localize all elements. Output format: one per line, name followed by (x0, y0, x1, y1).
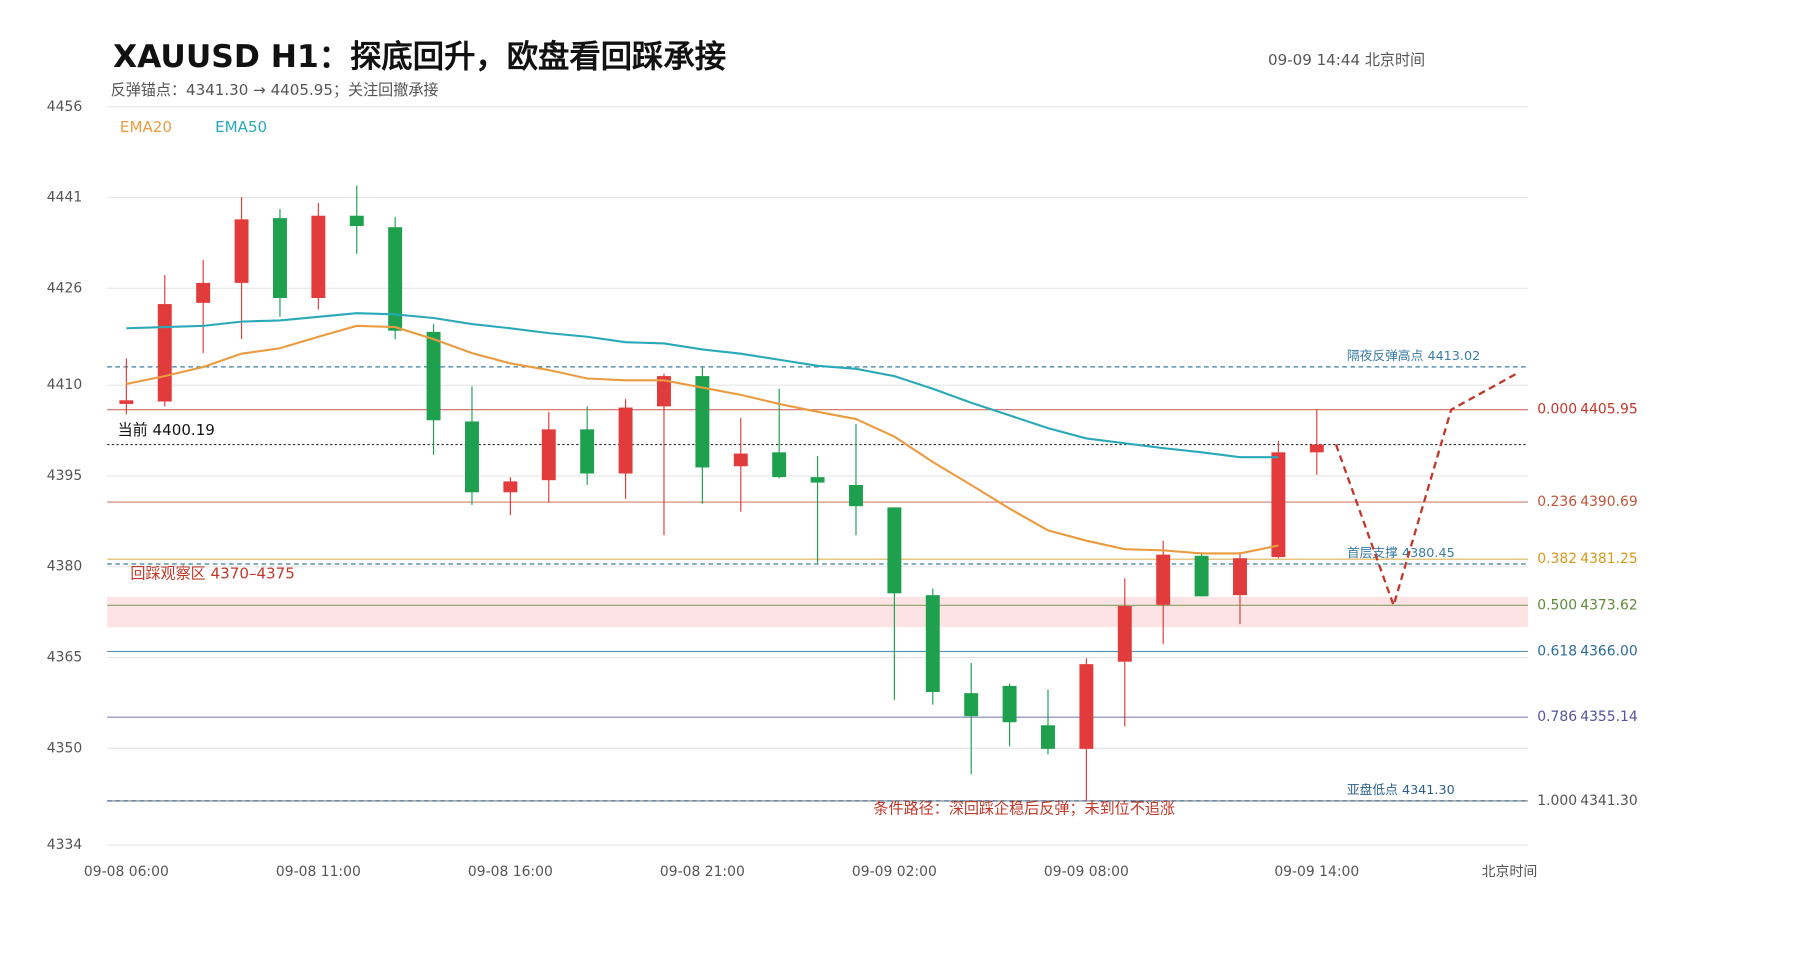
fib-value: 4366.00 (1580, 643, 1638, 659)
candle-body (119, 400, 134, 404)
legend-label: EMA20 (120, 118, 172, 136)
fib-ratio: 0.236 (1537, 494, 1577, 510)
candle-body (810, 477, 825, 483)
candle-body (618, 407, 633, 474)
candle-body (1002, 685, 1017, 723)
x-tick-label: 09-08 16:00 (468, 864, 553, 880)
x-tick-label: 09-09 08:00 (1044, 864, 1129, 880)
ema-line (126, 324, 1279, 555)
y-tick-label: 4380 (47, 559, 82, 575)
candle-body (349, 215, 364, 227)
timestamp: 09-09 14:44 北京时间 (1268, 51, 1425, 69)
fib-value: 4341.30 (1580, 793, 1638, 809)
candle-body (1309, 444, 1324, 453)
candle-body (1271, 452, 1286, 558)
annotation: 条件路径：深回踩企稳后反弹；未到位不追涨 (873, 800, 1175, 818)
y-tick-label: 4456 (47, 99, 82, 115)
candle-body (465, 421, 479, 493)
candle-body (541, 429, 556, 481)
y-tick-label: 4410 (47, 377, 82, 393)
y-tick-label: 4426 (47, 280, 82, 296)
candle-body (1117, 606, 1132, 662)
candle-body (1079, 664, 1094, 749)
fib-value: 4373.62 (1580, 597, 1638, 613)
fib-ratio: 0.618 (1537, 643, 1577, 659)
candle-body (311, 215, 326, 299)
x-axis-label: 北京时间 (1482, 864, 1538, 880)
projection-path (1334, 372, 1518, 610)
x-tick-label: 09-09 14:00 (1274, 864, 1359, 880)
candle-body (503, 481, 518, 493)
y-tick-label: 4334 (47, 837, 83, 853)
candle-body (1041, 725, 1055, 749)
fib-value: 4381.25 (1580, 551, 1638, 567)
legend-label: EMA50 (215, 118, 267, 136)
y-tick-label: 4350 (47, 740, 82, 756)
x-tick-label: 09-08 11:00 (276, 864, 361, 880)
candle-body (849, 485, 863, 507)
chart-subtitle: 反弹锚点：4341.30 → 4405.95；关注回撤承接 (111, 81, 439, 99)
fib-value: 4390.69 (1580, 494, 1638, 510)
candle-body (925, 595, 940, 692)
zone-label: 回踩观察区 4370–4375 (130, 564, 294, 582)
candle-body (157, 304, 172, 402)
x-tick-label: 09-08 21:00 (660, 864, 745, 880)
fib-ratio: 0.500 (1537, 597, 1577, 613)
y-tick-label: 4395 (47, 468, 82, 484)
candle-body (964, 693, 979, 717)
fib-ratio: 0.382 (1537, 551, 1577, 567)
y-tick-label: 4365 (47, 649, 82, 665)
candle-body (388, 227, 403, 331)
candle-body (196, 282, 211, 303)
level-label: 亚盘低点 4341.30 (1347, 782, 1455, 798)
fib-value: 4355.14 (1580, 709, 1638, 725)
candle-body (887, 507, 902, 594)
candle-body (695, 376, 710, 468)
candle-body (1156, 554, 1171, 605)
current-label: 当前 4400.19 (118, 421, 215, 439)
candle-body (1233, 558, 1247, 596)
y-tick-label: 4441 (47, 190, 82, 206)
candle-body (234, 219, 249, 283)
candle-body (580, 429, 595, 474)
candle-body (1194, 555, 1209, 597)
fib-ratio: 0.000 (1537, 402, 1577, 418)
fib-value: 4405.95 (1580, 402, 1638, 418)
level-label: 首层支撑 4380.45 (1347, 546, 1455, 561)
x-tick-label: 09-09 02:00 (852, 864, 937, 880)
ema-line (126, 312, 1279, 459)
level-label: 隔夜反弹高点 4413.02 (1347, 348, 1480, 364)
candle-body (426, 331, 441, 421)
candle-body (733, 453, 748, 467)
candle-body (657, 376, 671, 407)
pullback-zone (107, 596, 1529, 628)
chart-title: XAUUSD H1：探底回升，欧盘看回踩承接 (113, 38, 726, 75)
fib-ratio: 1.000 (1537, 793, 1577, 809)
candle-body (772, 452, 787, 478)
fib-ratio: 0.786 (1537, 709, 1577, 725)
x-tick-label: 09-08 06:00 (84, 864, 169, 880)
candle-body (272, 218, 287, 299)
